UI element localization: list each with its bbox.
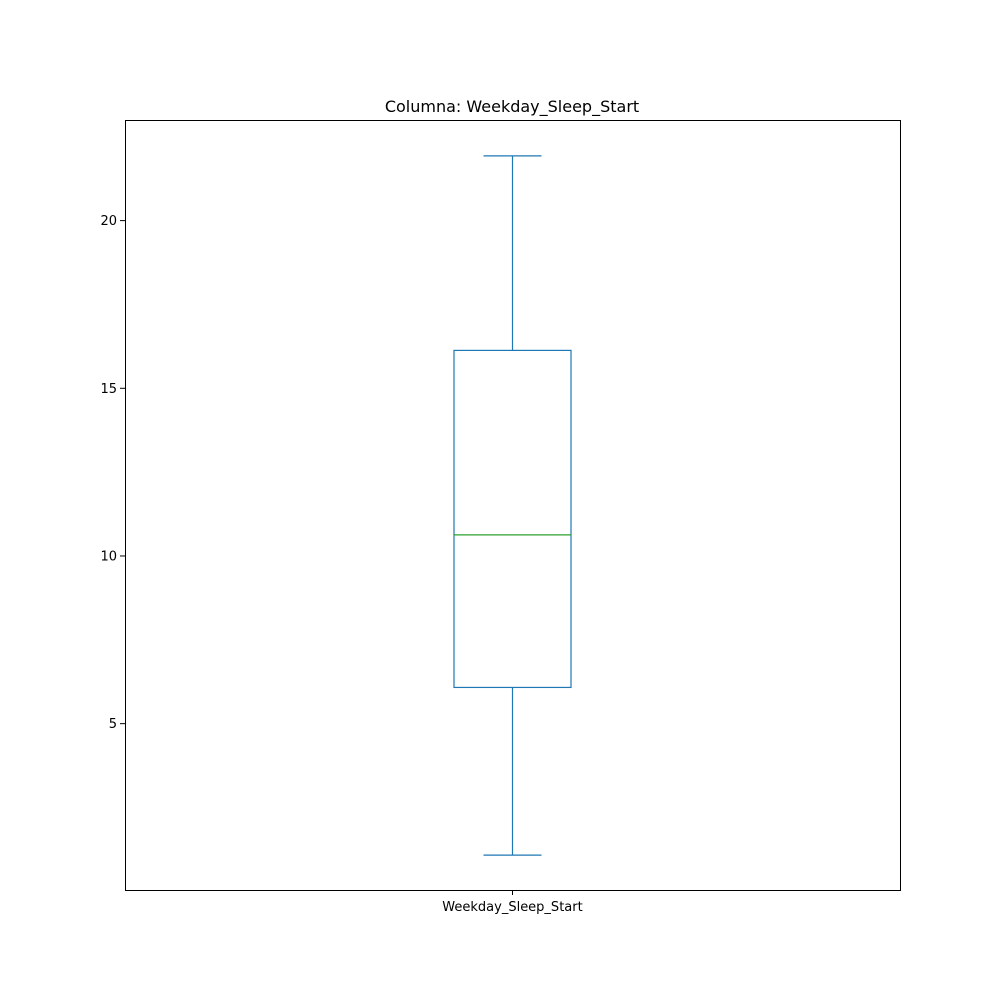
x-tick-label: Weekday_Sleep_Start (442, 900, 582, 915)
y-tick-label: 10 (100, 549, 117, 564)
chart-title: Columna: Weekday_Sleep_Start (385, 97, 639, 117)
chart-marks (453, 155, 572, 856)
y-tick-label: 5 (109, 717, 117, 732)
box-iqr (453, 349, 572, 689)
x-axis: Weekday_Sleep_Start (442, 890, 583, 915)
y-axis: 5 10 15 20 (100, 214, 125, 732)
y-tick-label: 20 (100, 214, 117, 229)
y-tick-label: 15 (100, 382, 117, 397)
